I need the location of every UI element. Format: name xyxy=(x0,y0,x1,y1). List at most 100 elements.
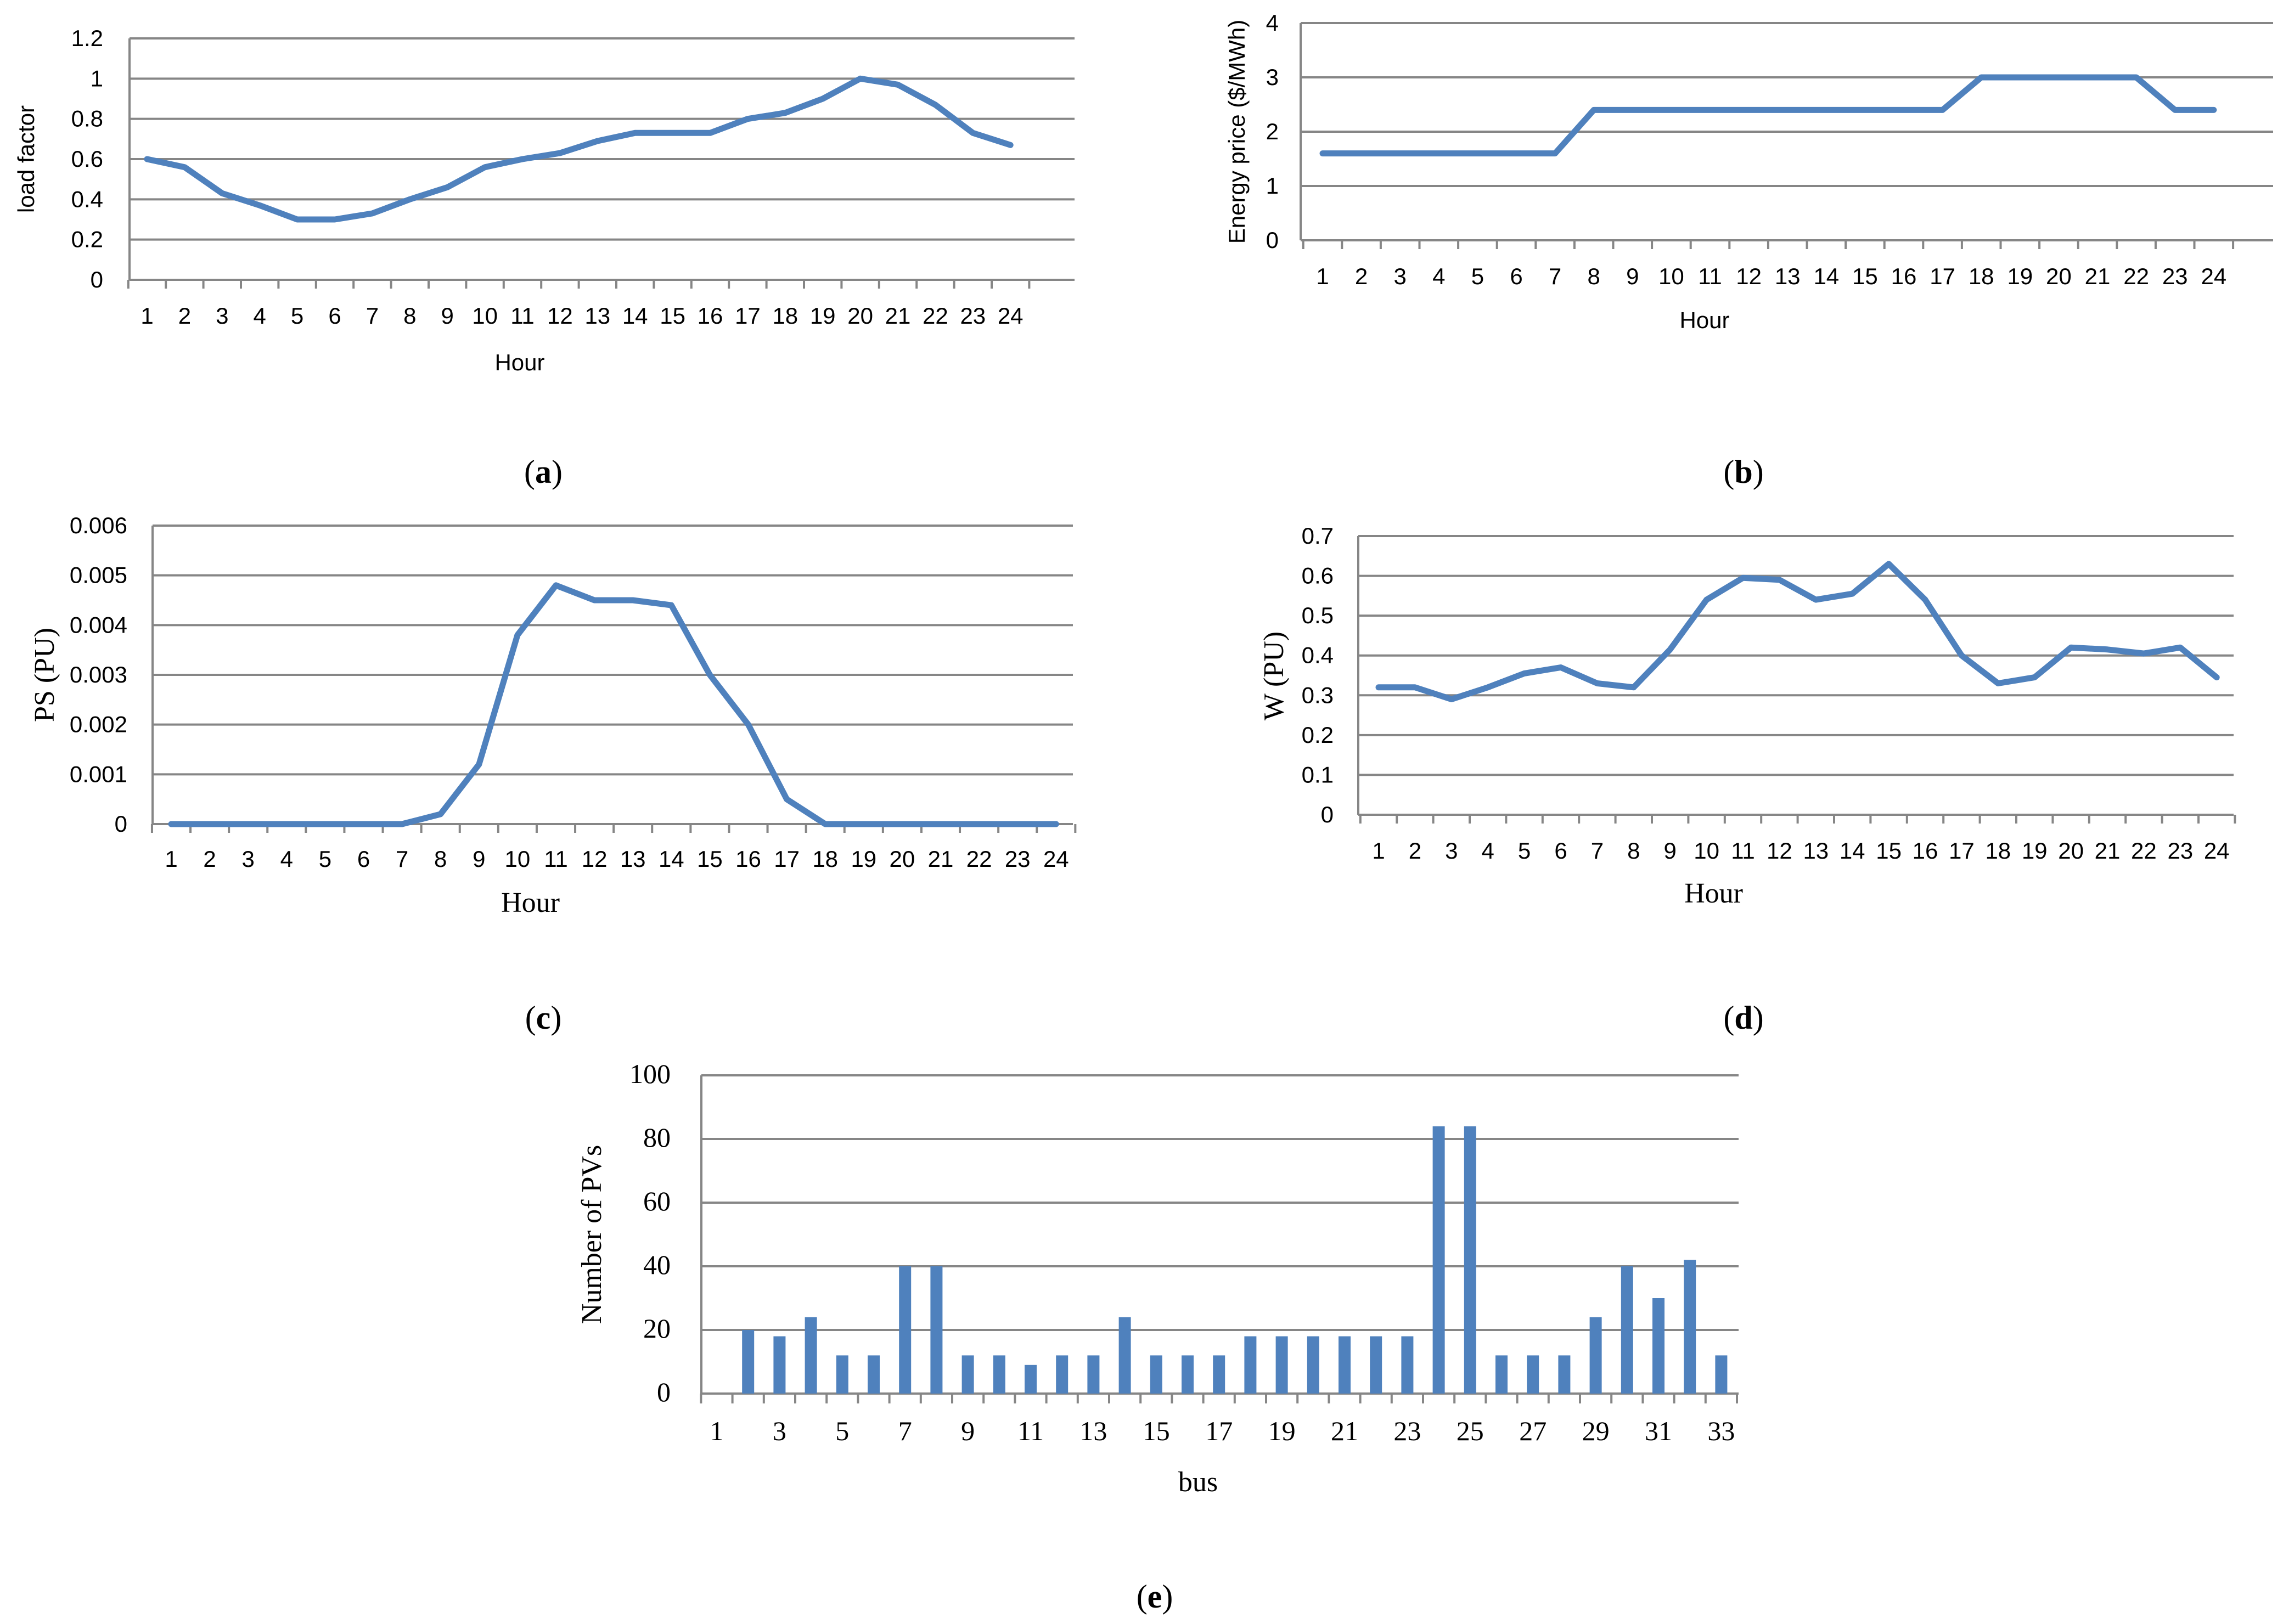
data-point xyxy=(372,213,373,214)
bar xyxy=(961,1355,974,1394)
x-tick-label: 20 xyxy=(847,303,873,329)
data-point xyxy=(1961,655,1963,656)
x-tick-label: 2 xyxy=(203,846,216,872)
x-tick-label: 17 xyxy=(774,846,800,872)
data-point xyxy=(334,219,335,220)
bar xyxy=(1558,1355,1571,1394)
x-tick-label: 11 xyxy=(1731,838,1755,864)
x-tick-label: 31 xyxy=(1645,1416,1672,1446)
panel-caption: (d) xyxy=(1723,1000,1763,1036)
data-point xyxy=(2058,77,2060,78)
x-axis-label: Hour xyxy=(501,887,560,918)
y-tick-label: 0.6 xyxy=(1302,563,1334,589)
x-tick-label: 15 xyxy=(1852,263,1878,289)
bar xyxy=(1589,1317,1602,1394)
x-tick-label: 17 xyxy=(1949,838,1975,864)
x-tick-label: 19 xyxy=(810,303,836,329)
data-point xyxy=(1322,153,1323,154)
x-tick-label: 3 xyxy=(1394,263,1407,289)
y-tick-label: 0.005 xyxy=(70,562,127,588)
x-tick-label: 21 xyxy=(1331,1416,1358,1446)
data-point xyxy=(822,98,824,99)
data-point xyxy=(2216,676,2218,678)
x-tick-label: 4 xyxy=(254,303,266,329)
x-tick-label: 14 xyxy=(622,303,648,329)
x-tick-label: 10 xyxy=(505,846,531,872)
data-point xyxy=(2179,647,2181,649)
data-point xyxy=(1399,153,1401,154)
x-tick-label: 23 xyxy=(1005,846,1031,872)
bar xyxy=(1495,1355,1508,1394)
data-point xyxy=(1593,109,1595,111)
bar xyxy=(1370,1336,1382,1394)
y-tick-label: 40 xyxy=(643,1249,671,1280)
data-point xyxy=(2174,109,2176,111)
x-tick-label: 21 xyxy=(885,303,911,329)
x-tick-label: 18 xyxy=(1969,263,1994,289)
panel-caption: (e) xyxy=(1137,1578,1173,1615)
data-point xyxy=(710,132,711,134)
y-tick-label: 0 xyxy=(91,267,103,292)
y-axis-label: W (PU) xyxy=(1258,631,1290,720)
x-tick-label: 13 xyxy=(1803,838,1829,864)
bar xyxy=(868,1355,880,1394)
x-axis-label: Hour xyxy=(1684,878,1743,909)
data-point xyxy=(522,159,523,160)
x-tick-label: 23 xyxy=(2167,838,2193,864)
data-point xyxy=(184,166,185,168)
y-tick-label: 0.7 xyxy=(1302,523,1334,549)
x-tick-label: 9 xyxy=(1664,838,1677,864)
x-tick-label: 3 xyxy=(773,1416,786,1446)
data-point xyxy=(296,219,298,220)
bar xyxy=(1464,1126,1476,1394)
y-tick-label: 0 xyxy=(1266,227,1279,253)
data-point xyxy=(784,112,786,114)
data-point xyxy=(1748,109,1750,111)
x-tick-label: 1 xyxy=(1316,263,1329,289)
bar xyxy=(899,1266,912,1394)
data-point xyxy=(897,84,898,86)
data-point xyxy=(2019,77,2021,78)
x-tick-label: 6 xyxy=(1554,838,1567,864)
data-point xyxy=(1710,109,1711,111)
x-tick-label: 2 xyxy=(1355,263,1368,289)
x-tick-label: 12 xyxy=(547,303,573,329)
bar xyxy=(1087,1355,1100,1394)
x-tick-label: 12 xyxy=(582,846,608,872)
x-tick-label: 3 xyxy=(1445,838,1458,864)
x-tick-label: 14 xyxy=(1813,263,1839,289)
x-tick-label: 23 xyxy=(2162,263,2188,289)
data-point xyxy=(1010,144,1011,146)
series-line xyxy=(168,582,1059,827)
x-tick-label: 17 xyxy=(1930,263,1955,289)
series-line xyxy=(144,75,1014,223)
y-tick-label: 0.002 xyxy=(70,712,127,737)
x-tick-label: 20 xyxy=(2058,838,2084,864)
x-tick-label: 1 xyxy=(1372,838,1385,864)
data-point xyxy=(555,584,556,586)
y-tick-label: 0.6 xyxy=(71,146,103,172)
data-point xyxy=(1852,593,1853,595)
y-tick-label: 3 xyxy=(1266,64,1279,90)
chart-a-load-factor: 00.20.40.60.811.21 2 3 4 5 6 7 8 9 10 11 12 13 14 15 16… xyxy=(13,25,1075,490)
y-axis-label: PS (PU) xyxy=(29,628,60,722)
x-tick-label: 19 xyxy=(2022,838,2048,864)
x-tick-label: 24 xyxy=(2204,838,2230,864)
x-tick-label: 14 xyxy=(1840,838,1865,864)
data-point xyxy=(634,132,636,134)
y-tick-label: 0.003 xyxy=(70,662,127,687)
x-tick-label: 23 xyxy=(960,303,986,329)
x-axis-label: bus xyxy=(1178,1467,1218,1498)
bar xyxy=(1339,1336,1351,1394)
data-point xyxy=(1888,563,1890,565)
x-tick-label: 11 xyxy=(510,303,535,329)
series-line xyxy=(1375,561,2220,702)
x-tick-label: 24 xyxy=(2201,263,2226,289)
data-point xyxy=(747,118,749,120)
bar xyxy=(1684,1260,1696,1394)
data-point xyxy=(935,104,936,105)
x-tick-label: 9 xyxy=(1626,263,1639,289)
data-point xyxy=(1942,109,1943,111)
